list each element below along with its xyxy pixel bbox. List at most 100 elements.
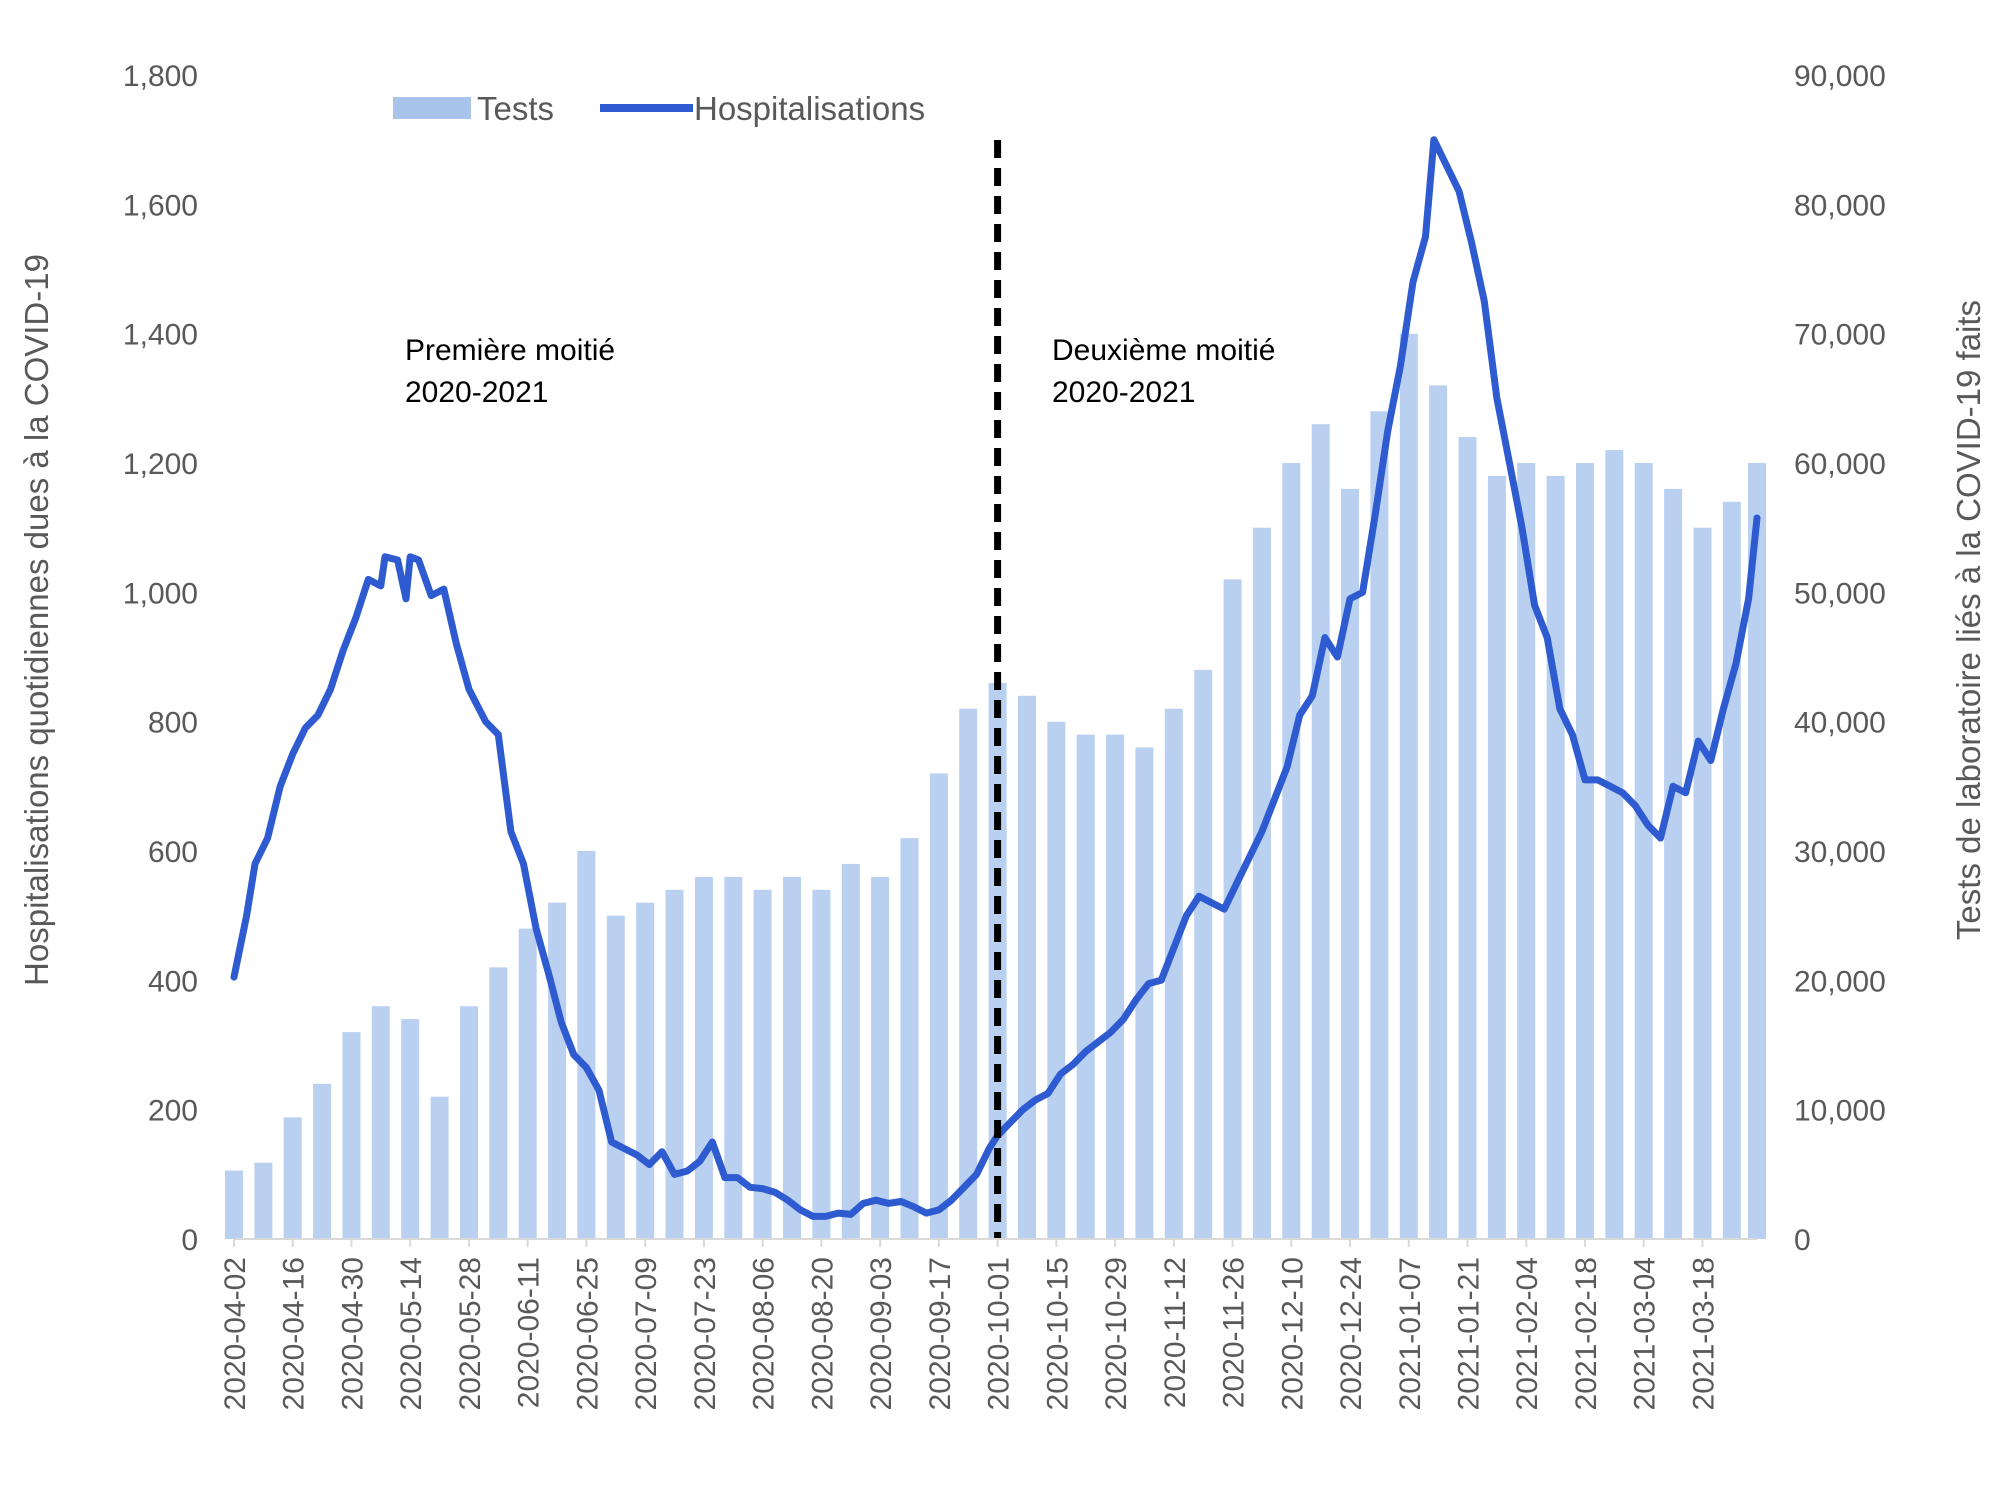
x-tick-label: 2020-10-15	[1041, 1257, 1074, 1410]
y-left-tick-label: 400	[148, 965, 198, 998]
y-left-tick-label: 0	[181, 1224, 198, 1257]
x-tick-label: 2020-07-09	[630, 1257, 663, 1410]
x-tick-label: 2021-01-07	[1394, 1257, 1427, 1410]
x-tick-label: 2020-12-24	[1335, 1257, 1368, 1410]
tests-bar	[1546, 475, 1565, 1239]
y-left-tick-label: 1,000	[123, 577, 198, 610]
tests-bar	[665, 889, 684, 1239]
x-tick-label: 2020-05-14	[395, 1257, 428, 1410]
tests-bar	[1164, 708, 1183, 1239]
tests-bar	[1605, 450, 1624, 1240]
legend-hosp-label: Hospitalisations	[694, 90, 925, 127]
tests-bar	[1370, 411, 1389, 1239]
tests-bar	[1399, 333, 1418, 1239]
tests-bar	[371, 1006, 390, 1239]
tests-bar	[753, 889, 772, 1239]
annotation-first-half-line1: Première moitié	[405, 334, 615, 367]
tests-bar	[606, 915, 625, 1239]
tests-bar	[900, 838, 919, 1239]
x-tick-label: 2021-03-04	[1629, 1257, 1662, 1410]
tests-bar	[1576, 463, 1594, 1239]
tests-bar	[342, 1032, 361, 1239]
x-tick-label: 2020-04-16	[278, 1257, 311, 1410]
y-right-tick-label: 80,000	[1794, 189, 1886, 222]
y-right-tick-label: 70,000	[1794, 319, 1886, 352]
tests-bars	[225, 333, 1766, 1240]
y-right-tick-label: 30,000	[1794, 836, 1886, 869]
legend-tests-swatch	[393, 97, 471, 119]
tests-bar	[1722, 501, 1741, 1239]
x-tick-label: 2021-03-18	[1688, 1257, 1721, 1410]
x-tick-label: 2021-02-18	[1570, 1257, 1603, 1410]
tests-bar	[783, 876, 801, 1239]
tests-bar	[283, 1117, 302, 1239]
tests-bar	[430, 1096, 449, 1239]
tests-bar	[636, 902, 655, 1239]
y-left-tick-label: 1,200	[123, 448, 198, 481]
tests-bar	[401, 1019, 420, 1239]
tests-bar	[1047, 721, 1066, 1239]
x-tick-label: 2020-12-10	[1276, 1257, 1309, 1410]
y-left-tick-label: 200	[148, 1095, 198, 1128]
tests-bar	[1664, 488, 1683, 1239]
tests-bar	[1223, 579, 1242, 1239]
y-right-tick-label: 90,000	[1794, 60, 1886, 93]
x-tick-label: 2020-11-26	[1218, 1257, 1251, 1408]
tests-bar	[694, 876, 713, 1239]
y-right-axis-title: Tests de laboratoire liés à la COVID-19 …	[1950, 300, 1987, 940]
tests-bar	[313, 1083, 332, 1239]
y-right-tick-label: 40,000	[1794, 707, 1886, 740]
y-left-tick-label: 1,400	[123, 319, 198, 352]
tests-bar	[1282, 463, 1301, 1239]
annotation-first-half-line2: 2020-2021	[405, 376, 548, 409]
tests-bar	[1194, 669, 1213, 1239]
y-left-axis-title: Hospitalisations quotidiennes dues à la …	[18, 254, 55, 986]
annotation-second-half-line2: 2020-2021	[1052, 376, 1195, 409]
x-tick-label: 2020-04-30	[337, 1257, 370, 1410]
tests-bar	[518, 928, 537, 1239]
tests-bar	[724, 876, 743, 1239]
x-tick-label: 2020-04-02	[219, 1257, 252, 1410]
tests-bar	[577, 851, 596, 1239]
tests-bar	[1487, 475, 1506, 1239]
tests-bar	[1693, 527, 1712, 1239]
y-left-tick-label: 600	[148, 836, 198, 869]
y-right-tick-label: 20,000	[1794, 965, 1886, 998]
tests-bar	[254, 1162, 273, 1239]
tests-bar	[1517, 463, 1536, 1239]
x-tick-label: 2020-08-06	[748, 1257, 781, 1410]
tests-bar	[1311, 424, 1330, 1239]
tests-bar	[1106, 734, 1125, 1239]
y-left-tick-label: 1,600	[123, 189, 198, 222]
tests-bar	[812, 889, 831, 1239]
tests-bar	[1458, 437, 1477, 1240]
tests-bar	[225, 1170, 243, 1239]
x-tick-label: 2020-10-29	[1100, 1257, 1133, 1410]
x-tick-label: 2020-11-12	[1159, 1257, 1192, 1408]
tests-bar	[1076, 734, 1095, 1239]
x-tick-label: 2020-08-20	[806, 1257, 839, 1410]
x-tick-label: 2020-09-03	[865, 1257, 898, 1410]
x-tick-label: 2021-02-04	[1511, 1257, 1544, 1410]
y-right-tick-label: 60,000	[1794, 448, 1886, 481]
tests-bar	[1429, 385, 1448, 1239]
x-tick-label: 2020-07-23	[689, 1257, 722, 1410]
axes-layer: 0 200 400 600 800 1,000 1,200 1,400 1,600 1,800 0 1…	[123, 60, 1886, 1410]
tests-bar	[871, 876, 890, 1239]
y-left-tick-label: 1,800	[123, 60, 198, 93]
tests-bar	[959, 708, 978, 1239]
x-tick-label: 2020-05-28	[454, 1257, 487, 1410]
hospitalisations-line-layer	[230, 136, 1761, 1220]
tests-bar	[1252, 527, 1271, 1239]
y-left-tick-label: 800	[148, 707, 198, 740]
x-tick-label: 2021-01-21	[1453, 1257, 1486, 1410]
tests-bar	[489, 967, 508, 1239]
tests-bar	[841, 863, 860, 1239]
y-right-tick-label: 50,000	[1794, 577, 1886, 610]
tests-bar	[460, 1006, 478, 1239]
x-tick-label: 2020-09-17	[924, 1257, 957, 1410]
tests-bar	[1341, 488, 1359, 1239]
hospitalisations-line	[230, 136, 1761, 1220]
legend: Tests Hospitalisations	[393, 90, 925, 127]
y-right-tick-label: 0	[1794, 1224, 1811, 1257]
